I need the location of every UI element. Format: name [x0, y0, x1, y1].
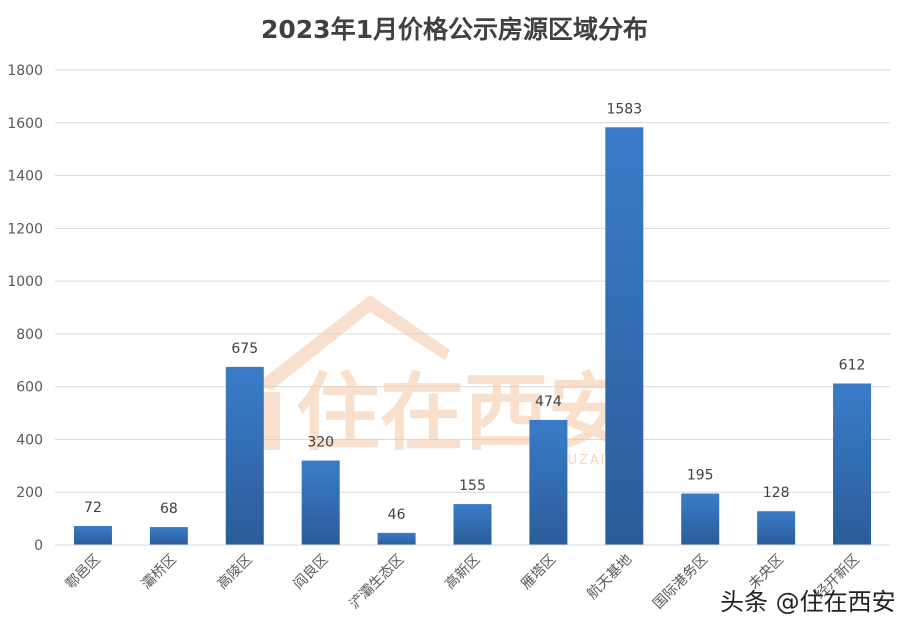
bar	[301, 460, 340, 545]
data-label: 675	[231, 341, 258, 357]
bar	[757, 511, 796, 545]
x-tick-label: 高新区	[442, 551, 484, 593]
data-label: 68	[160, 501, 178, 517]
y-axis-ticks: 0 200 400 600 800 1000 1200 1400 1600 1800	[7, 63, 43, 554]
y-tick-label: 0	[34, 538, 43, 554]
y-tick-label: 600	[16, 380, 43, 396]
x-tick-label: 国际港务区	[650, 552, 711, 613]
x-tick-label: 浐灞生态区	[347, 552, 408, 613]
watermark-brand-text: 住在西安	[296, 364, 632, 462]
data-label: 612	[839, 358, 866, 374]
bar	[73, 526, 112, 545]
bar	[149, 527, 188, 545]
bar	[453, 504, 492, 545]
gridlines	[55, 69, 890, 493]
bar	[529, 419, 568, 545]
y-tick-label: 1000	[7, 274, 43, 290]
x-tick-label: 阎良区	[290, 552, 331, 593]
footer-watermark: 头条 @住在西安	[720, 588, 896, 616]
data-label: 72	[84, 500, 102, 516]
y-tick-label: 1800	[7, 63, 43, 79]
bar	[681, 493, 720, 545]
x-tick-label: 航天基地	[584, 551, 636, 603]
bar	[377, 532, 416, 545]
x-tick-label: 鄠邑区	[63, 552, 104, 593]
house-roof-icon	[255, 295, 450, 390]
x-tick-label: 灞桥区	[139, 552, 180, 593]
data-label: 320	[307, 435, 334, 451]
data-label: 128	[763, 485, 790, 501]
x-tick-label: 雁塔区	[518, 552, 559, 593]
data-labels: 72 68 675 320 46 155 474 1583 195 128 612	[84, 101, 865, 523]
y-tick-label: 1400	[7, 169, 43, 185]
data-label: 155	[459, 478, 486, 494]
x-tick-label: 高陵区	[214, 551, 256, 593]
y-tick-label: 1600	[7, 116, 43, 132]
house-wall-icon	[262, 392, 280, 450]
bar	[225, 366, 264, 545]
watermark-logo: 住在西安 ZHUZAIXIAN	[255, 295, 644, 468]
y-tick-label: 1200	[7, 221, 43, 237]
bar	[605, 127, 644, 545]
chart-title: 2023年1月价格公示房源区域分布	[261, 15, 648, 44]
data-label: 195	[687, 468, 714, 484]
data-label: 1583	[606, 101, 642, 117]
data-label: 46	[388, 507, 406, 523]
y-tick-label: 800	[16, 327, 43, 343]
bars	[73, 127, 872, 545]
y-tick-label: 200	[16, 485, 43, 501]
y-tick-label: 400	[16, 432, 43, 448]
data-label: 474	[535, 394, 562, 410]
bar	[833, 383, 872, 545]
